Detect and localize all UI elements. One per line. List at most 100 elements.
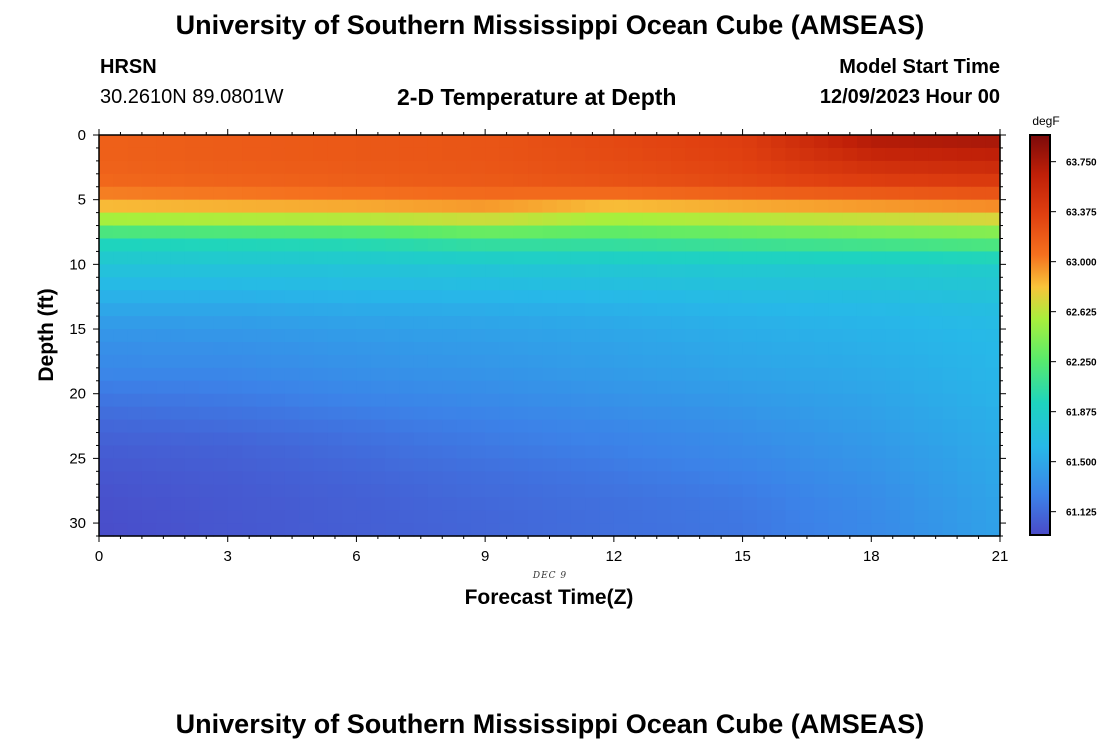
heatmap-cell: [242, 186, 257, 201]
heatmap-cell: [499, 380, 515, 395]
heatmap-cell: [871, 277, 887, 291]
heatmap-cell: [628, 160, 644, 175]
heatmap-cell: [785, 329, 801, 343]
heatmap-cell: [399, 341, 415, 356]
heatmap-cell: [327, 432, 343, 447]
heatmap-cell: [284, 471, 300, 485]
heatmap-cell: [327, 316, 343, 330]
heatmap-cell: [299, 147, 315, 162]
heatmap-cell: [713, 445, 729, 459]
heatmap-cell: [599, 432, 615, 447]
heatmap-cell: [156, 497, 172, 511]
heatmap-cell: [914, 380, 930, 395]
heatmap-cell: [742, 329, 758, 343]
heatmap-cell: [313, 523, 329, 537]
heatmap-cell: [442, 380, 458, 395]
heatmap-cell: [127, 290, 143, 304]
heatmap-cell: [270, 160, 286, 175]
heatmap-cell: [342, 393, 358, 408]
heatmap-cell: [728, 199, 744, 214]
heatmap-cell: [957, 458, 972, 472]
heatmap-cell: [385, 212, 400, 227]
heatmap-cell: [728, 303, 744, 317]
heatmap-cell: [785, 160, 801, 175]
heatmap-cell: [842, 380, 858, 395]
heatmap-cell: [427, 510, 443, 524]
heatmap-cell: [771, 484, 787, 498]
heatmap-cell: [599, 290, 615, 304]
heatmap-cell: [556, 173, 572, 188]
heatmap-cell: [442, 329, 458, 343]
heatmap-cell: [485, 303, 501, 317]
heatmap-cell: [270, 199, 286, 214]
y-tick-label: 30: [69, 515, 86, 532]
heatmap-cell: [828, 135, 844, 149]
heatmap-cell: [899, 380, 915, 395]
heatmap-cell: [599, 471, 615, 485]
heatmap-cell: [499, 471, 515, 485]
heatmap-cell: [828, 341, 844, 356]
heatmap-cell: [628, 264, 644, 278]
heatmap-cell: [756, 135, 772, 149]
heatmap-cell: [556, 341, 572, 356]
heatmap-cell: [756, 329, 772, 343]
heatmap-cell: [227, 458, 243, 472]
heatmap-cell: [885, 199, 901, 214]
heatmap-cell: [771, 393, 787, 408]
heatmap-cell: [885, 316, 901, 330]
heatmap-cell: [985, 199, 1001, 214]
heatmap-cell: [856, 497, 872, 511]
heatmap-cell: [671, 471, 686, 485]
heatmap-cell: [299, 160, 315, 175]
heatmap-cell: [427, 406, 443, 421]
heatmap-cell: [599, 497, 615, 511]
heatmap-cell: [299, 380, 315, 395]
heatmap-cell: [299, 523, 315, 537]
heatmap-cell: [141, 458, 157, 472]
heatmap-cell: [470, 147, 486, 162]
heatmap-cell: [156, 225, 172, 240]
heatmap-cell: [413, 523, 429, 537]
heatmap-cell: [971, 329, 987, 343]
heatmap-cell: [456, 380, 472, 395]
heatmap-cell: [885, 147, 901, 162]
heatmap-cell: [756, 186, 772, 201]
heatmap-cell: [499, 432, 515, 447]
heatmap-cell: [914, 160, 930, 175]
heatmap-cell: [756, 316, 772, 330]
heatmap-cell: [528, 212, 543, 227]
heatmap-cell: [242, 471, 257, 485]
heatmap-cell: [842, 406, 858, 421]
heatmap-cell: [499, 341, 515, 356]
heatmap-cell: [699, 380, 715, 395]
heatmap-cell: [613, 510, 629, 524]
heatmap-cell: [427, 380, 443, 395]
heatmap-cell: [342, 354, 358, 369]
heatmap-cell: [170, 147, 186, 162]
heatmap-cell: [885, 484, 901, 498]
heatmap-cell: [313, 471, 329, 485]
heatmap-cell: [356, 393, 372, 408]
heatmap-cell: [685, 471, 701, 485]
heatmap-cell: [99, 147, 114, 162]
heatmap-cell: [442, 510, 458, 524]
heatmap-cell: [656, 238, 672, 253]
heatmap-cell: [742, 380, 758, 395]
heatmap-cell: [570, 238, 586, 253]
heatmap-cell: [899, 316, 915, 330]
heatmap-cell: [842, 173, 858, 188]
heatmap-cell: [828, 445, 844, 459]
heatmap-cell: [356, 199, 372, 214]
heatmap-cell: [656, 212, 672, 227]
heatmap-cell: [713, 523, 729, 537]
heatmap-cell: [342, 471, 358, 485]
heatmap-cell: [599, 160, 615, 175]
heatmap-cell: [685, 303, 701, 317]
heatmap-cell: [213, 354, 229, 369]
heatmap-cell: [585, 173, 601, 188]
heatmap-cell: [756, 445, 772, 459]
heatmap-cell: [599, 458, 615, 472]
heatmap-cell: [242, 510, 257, 524]
heatmap-cell: [957, 380, 972, 395]
heatmap-cell: [685, 264, 701, 278]
